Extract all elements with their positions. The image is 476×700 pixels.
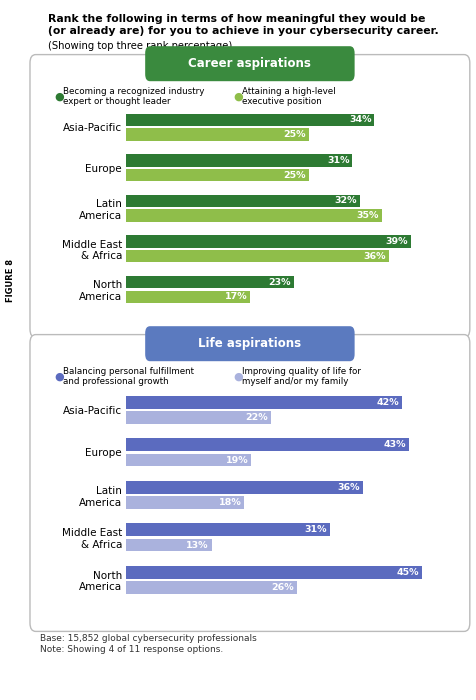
Text: Attaining a high-level
executive position: Attaining a high-level executive positio… <box>242 87 336 106</box>
Text: 32%: 32% <box>334 197 357 206</box>
Text: FIGURE 8: FIGURE 8 <box>6 258 15 302</box>
Bar <box>126 524 330 536</box>
Bar <box>126 154 352 167</box>
Text: 36%: 36% <box>337 483 360 492</box>
Text: 31%: 31% <box>327 156 349 165</box>
Bar <box>126 538 211 552</box>
Text: 42%: 42% <box>377 398 399 407</box>
Text: 19%: 19% <box>226 456 248 465</box>
Bar <box>126 276 294 288</box>
Text: 39%: 39% <box>386 237 408 246</box>
Bar <box>126 438 408 452</box>
Bar <box>126 566 422 579</box>
Text: Balancing personal fulfillment
and professional growth: Balancing personal fulfillment and profe… <box>63 367 194 386</box>
Text: 43%: 43% <box>384 440 406 449</box>
Bar <box>126 250 389 262</box>
Bar <box>126 454 251 466</box>
Text: 13%: 13% <box>187 540 209 550</box>
Text: ●: ● <box>55 372 64 382</box>
Text: ●: ● <box>233 372 243 382</box>
Text: 17%: 17% <box>225 292 248 301</box>
Text: 35%: 35% <box>357 211 379 220</box>
Text: 18%: 18% <box>219 498 242 507</box>
Text: 34%: 34% <box>349 116 371 125</box>
Text: Improving quality of life for
myself and/or my family: Improving quality of life for myself and… <box>242 367 361 386</box>
Text: ●: ● <box>233 92 243 102</box>
Bar <box>126 114 374 126</box>
Text: 31%: 31% <box>305 525 327 534</box>
Bar <box>126 209 382 222</box>
Bar <box>126 581 297 594</box>
Bar <box>126 496 244 509</box>
Text: (or already are) for you to achieve in your cybersecurity career.: (or already are) for you to achieve in y… <box>48 26 438 36</box>
Text: ●: ● <box>55 92 64 102</box>
Text: (Showing top three rank percentage): (Showing top three rank percentage) <box>48 41 232 50</box>
Text: 25%: 25% <box>283 130 306 139</box>
Text: Life aspirations: Life aspirations <box>198 337 301 350</box>
Text: Career aspirations: Career aspirations <box>188 57 311 70</box>
Bar <box>126 128 308 141</box>
Text: 22%: 22% <box>246 413 268 422</box>
Bar <box>126 481 363 493</box>
Text: 25%: 25% <box>283 171 306 179</box>
Bar <box>126 195 360 207</box>
Text: 26%: 26% <box>272 583 294 592</box>
Bar <box>126 290 250 302</box>
Text: 36%: 36% <box>364 251 386 260</box>
Bar <box>126 235 411 248</box>
Text: Rank the following in terms of how meaningful they would be: Rank the following in terms of how meani… <box>48 14 425 24</box>
Text: Becoming a recognized industry
expert or thought leader: Becoming a recognized industry expert or… <box>63 87 205 106</box>
Bar <box>126 411 271 424</box>
Text: 45%: 45% <box>397 568 419 577</box>
Bar <box>126 169 308 181</box>
Bar <box>126 396 402 409</box>
Text: 23%: 23% <box>268 277 291 286</box>
Text: Note: Showing 4 of 11 response options.: Note: Showing 4 of 11 response options. <box>40 645 224 654</box>
Text: Base: 15,852 global cybersecurity professionals: Base: 15,852 global cybersecurity profes… <box>40 634 257 643</box>
